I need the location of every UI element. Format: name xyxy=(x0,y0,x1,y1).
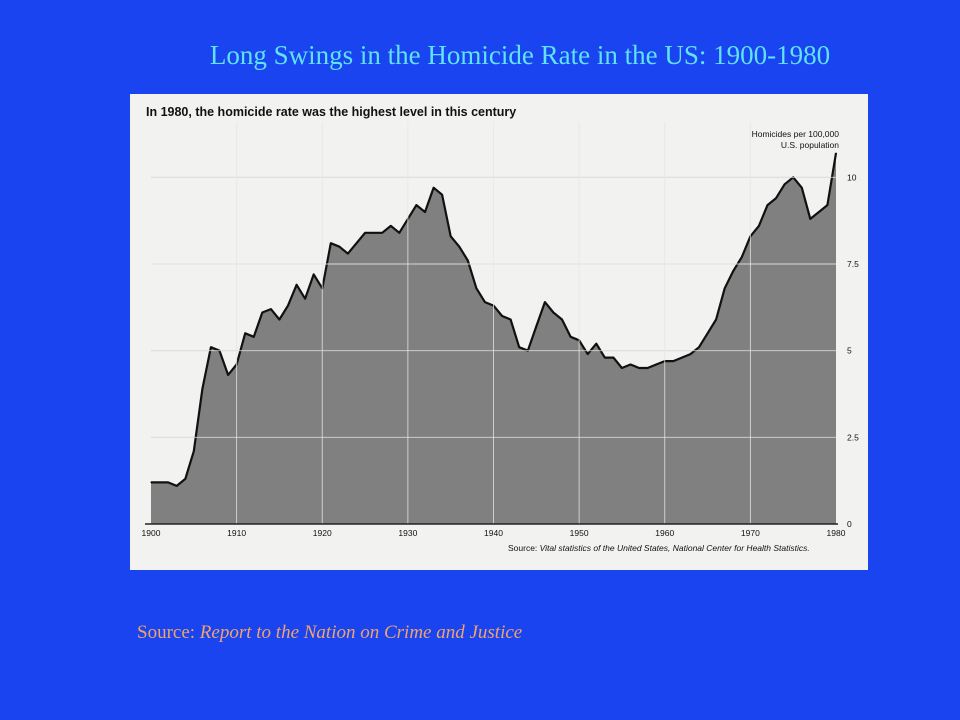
data-point xyxy=(826,204,829,206)
data-point xyxy=(244,332,246,334)
data-point xyxy=(570,336,572,338)
data-point xyxy=(724,287,726,289)
data-point xyxy=(467,259,469,262)
data-point xyxy=(510,318,512,321)
data-point xyxy=(501,315,503,317)
x-tick-label: 1900 xyxy=(142,528,161,538)
data-point xyxy=(287,305,289,307)
data-point xyxy=(801,187,803,189)
y-axis-label-line1: Homicides per 100,000 xyxy=(752,129,840,139)
data-point xyxy=(159,481,161,483)
chart-source-note: Source: Vital statistics of the United S… xyxy=(508,543,810,553)
slide-source: Source: Report to the Nation on Crime an… xyxy=(137,622,522,644)
y-tick-label: 10 xyxy=(847,172,857,182)
data-point xyxy=(681,357,683,359)
data-point xyxy=(587,353,589,355)
data-point xyxy=(698,346,700,348)
data-point xyxy=(450,235,452,237)
data-point xyxy=(647,367,649,369)
x-tick-label: 1970 xyxy=(741,528,760,538)
data-point xyxy=(732,270,734,272)
data-point xyxy=(441,194,443,196)
data-point xyxy=(176,485,178,487)
x-tick-label: 1950 xyxy=(570,528,589,538)
homicide-rate-chart: In 1980, the homicide rate was the highe… xyxy=(142,105,860,553)
data-point xyxy=(338,246,340,248)
x-tick-label: 1980 xyxy=(827,528,846,538)
data-point xyxy=(390,225,392,227)
data-point xyxy=(741,256,743,258)
data-point xyxy=(484,301,486,303)
data-point xyxy=(621,367,623,369)
data-point xyxy=(184,478,186,480)
data-point xyxy=(638,367,640,369)
data-point xyxy=(296,284,298,286)
data-point xyxy=(544,301,546,303)
x-tick-label: 1930 xyxy=(398,528,417,538)
data-point xyxy=(201,388,203,390)
data-point xyxy=(758,225,760,227)
y-axis-label-line2: U.S. population xyxy=(781,140,839,150)
data-point xyxy=(304,298,306,300)
data-point xyxy=(150,481,152,483)
slide-title: Long Swings in the Homicide Rate in the … xyxy=(209,40,831,70)
data-point xyxy=(784,183,786,185)
data-point xyxy=(809,218,811,220)
x-tick-label: 1960 xyxy=(655,528,674,538)
data-point xyxy=(535,325,537,327)
data-point xyxy=(381,232,383,234)
data-point xyxy=(261,311,263,314)
data-point xyxy=(595,343,597,345)
data-point xyxy=(835,152,837,154)
data-point xyxy=(775,197,777,199)
x-tick-label: 1920 xyxy=(313,528,332,538)
data-point xyxy=(313,273,315,275)
data-point xyxy=(707,332,709,334)
vgrid-layer xyxy=(145,121,838,525)
data-point xyxy=(672,360,674,362)
data-point xyxy=(270,308,272,310)
data-point xyxy=(415,204,417,206)
data-point xyxy=(364,232,366,234)
data-point xyxy=(552,311,554,314)
x-tick-label: 1910 xyxy=(227,528,246,538)
data-point xyxy=(715,318,717,321)
x-tick-label: 1940 xyxy=(484,528,503,538)
source-prefix: Source: xyxy=(137,622,200,643)
data-point xyxy=(766,204,769,206)
y-tick-label: 5 xyxy=(847,346,852,356)
data-point xyxy=(612,357,614,359)
data-point xyxy=(355,242,358,244)
data-point xyxy=(818,211,820,213)
data-point xyxy=(330,242,332,244)
data-point xyxy=(561,318,563,321)
data-point xyxy=(253,336,255,338)
data-point xyxy=(629,363,632,366)
data-point xyxy=(518,346,520,348)
chart-title: In 1980, the homicide rate was the highe… xyxy=(146,105,516,119)
y-tick-label: 7.5 xyxy=(847,259,859,269)
data-point xyxy=(604,357,606,359)
data-point xyxy=(433,187,435,189)
data-point xyxy=(458,246,460,248)
data-point xyxy=(373,232,375,234)
source-title: Report to the Nation on Crime and Justic… xyxy=(199,622,523,643)
data-point xyxy=(210,346,212,348)
data-point xyxy=(278,318,280,321)
data-point xyxy=(193,450,195,452)
data-point xyxy=(689,353,692,355)
data-point xyxy=(227,374,229,376)
data-point xyxy=(398,232,400,234)
data-point xyxy=(424,211,426,213)
y-tick-label: 0 xyxy=(847,519,852,529)
data-point xyxy=(347,253,349,255)
data-point xyxy=(167,481,169,483)
chart-panel: In 1980, the homicide rate was the highe… xyxy=(130,94,868,570)
data-point xyxy=(475,287,477,289)
data-point xyxy=(655,363,657,366)
y-tick-label: 2.5 xyxy=(847,432,859,442)
